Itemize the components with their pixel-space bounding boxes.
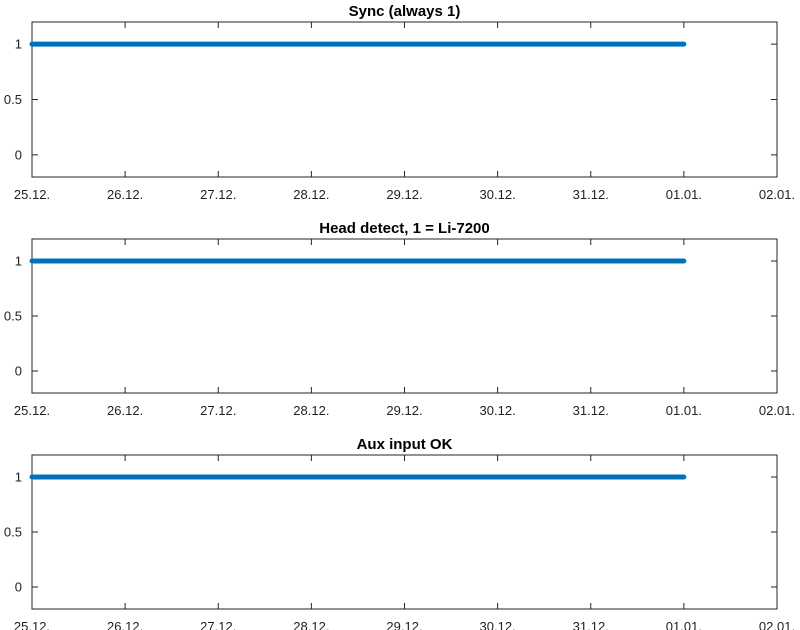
x-tick-label: 28.12.	[293, 619, 329, 630]
x-tick-label: 01.01.	[666, 619, 702, 630]
x-tick-label: 25.12.	[14, 619, 50, 630]
subplot-3: Aux input OK 25.12. 26.12. 27.12. 28.12. 29.1…	[4, 436, 795, 630]
x-tick-label: 25.12.	[14, 403, 50, 418]
x-tick-label: 31.12.	[573, 403, 609, 418]
x-tick-label: 27.12.	[200, 403, 236, 418]
subplot-2: Head detect, 1 = Li-7200 25.12. 26.12. 27.1…	[4, 220, 795, 418]
x-tick-label: 30.12.	[480, 619, 516, 630]
y-tick-label: 0.5	[4, 309, 22, 324]
x-tick-label: 26.12.	[107, 619, 143, 630]
x-tick-label: 29.12.	[386, 187, 422, 202]
x-tick-label: 26.12.	[107, 403, 143, 418]
x-tick-label: 28.12.	[293, 403, 329, 418]
y-tick-label: 0	[15, 147, 22, 162]
x-tick-label: 30.12.	[480, 187, 516, 202]
x-tick-label: 28.12.	[293, 187, 329, 202]
y-tick-label: 0.5	[4, 92, 22, 107]
chart-title: Head detect, 1 = Li-7200	[319, 220, 490, 237]
x-tick-label: 29.12.	[386, 403, 422, 418]
subplot-1: Sync (always 1) 25.12. 26.12. 27.12. 28.12. 2…	[4, 3, 795, 202]
y-tick-label: 1	[15, 254, 22, 269]
y-tick-label: 0	[15, 364, 22, 379]
x-tick-label: 31.12.	[573, 187, 609, 202]
x-tick-label: 27.12.	[200, 187, 236, 202]
chart-title: Aux input OK	[357, 436, 453, 453]
x-tick-label: 02.01.	[759, 187, 795, 202]
chart-title: Sync (always 1)	[349, 3, 461, 20]
x-tick-label: 27.12.	[200, 619, 236, 630]
x-tick-label: 26.12.	[107, 187, 143, 202]
x-tick-label: 02.01.	[759, 403, 795, 418]
x-tick-label: 01.01.	[666, 403, 702, 418]
y-tick-label: 1	[15, 470, 22, 485]
y-tick-label: 1	[15, 37, 22, 52]
y-tick-label: 0.5	[4, 525, 22, 540]
x-tick-label: 25.12.	[14, 187, 50, 202]
y-tick-label: 0	[15, 580, 22, 595]
x-tick-label: 02.01.	[759, 619, 795, 630]
x-tick-label: 30.12.	[480, 403, 516, 418]
x-tick-label: 31.12.	[573, 619, 609, 630]
x-tick-label: 29.12.	[386, 619, 422, 630]
x-tick-label: 01.01.	[666, 187, 702, 202]
